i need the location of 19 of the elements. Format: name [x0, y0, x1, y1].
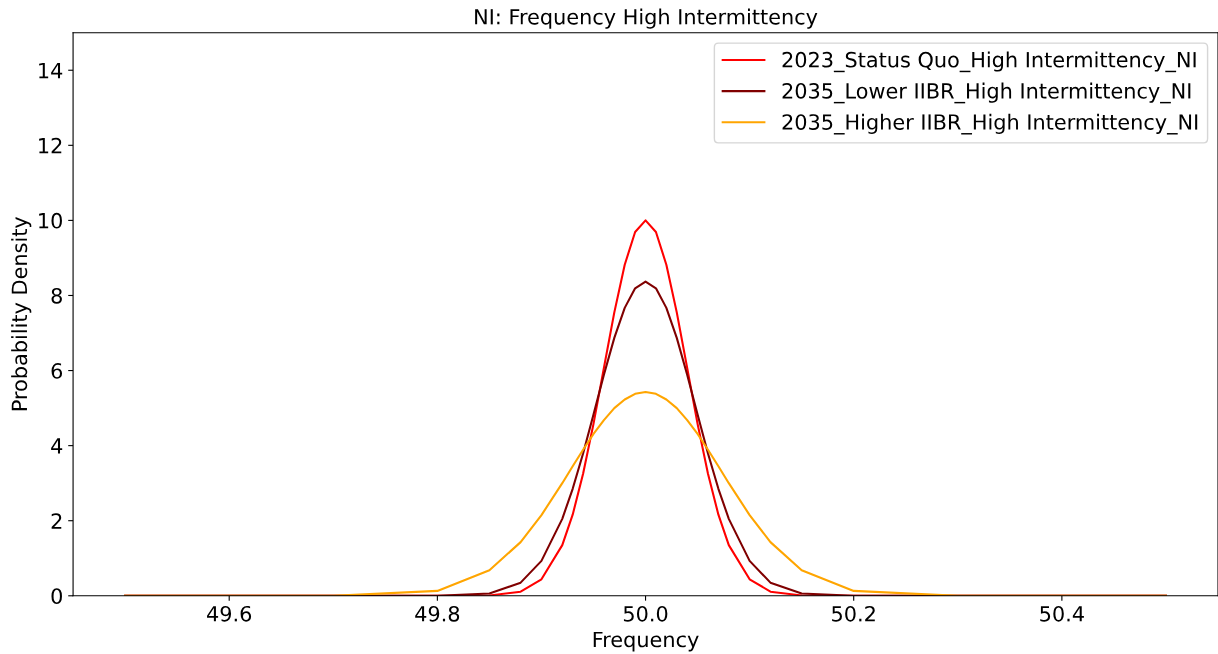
y-tick-label: 8 — [51, 287, 62, 304]
y-tick-label: 2 — [51, 513, 62, 529]
y-tick-label: 6 — [51, 363, 63, 379]
x-axis-title: Frequency — [593, 631, 699, 652]
y-tick-label: 10 — [39, 212, 62, 229]
y-tick-label: 12 — [39, 137, 62, 154]
y-tick-label: 14 — [39, 62, 63, 79]
legend-label: 2035_Higher IIBR_High Intermittency_NI — [782, 113, 1198, 135]
legend-label: 2035_Lower IIBR_High Intermittency_NI — [782, 82, 1191, 104]
x-tick-label: 50.0 — [623, 605, 668, 622]
legend-label: 2023_Status Quo_High Intermittency_NI — [782, 51, 1196, 73]
y-axis-title: Probability Density — [11, 216, 32, 411]
y-tick-label: 4 — [51, 438, 63, 454]
chart-title: NI: Frequency High Intermittency — [475, 8, 818, 29]
x-tick-label: 49.8 — [415, 605, 460, 622]
x-tick-label: 49.6 — [207, 605, 252, 622]
x-tick-label: 50.4 — [1040, 605, 1084, 622]
x-tick-label: 50.2 — [832, 605, 875, 622]
y-tick-label: 0 — [51, 588, 62, 605]
